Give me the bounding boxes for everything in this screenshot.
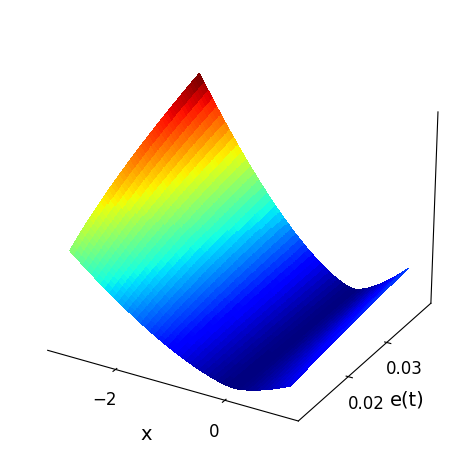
Y-axis label: e(t): e(t) (390, 391, 425, 410)
X-axis label: x: x (140, 425, 152, 444)
